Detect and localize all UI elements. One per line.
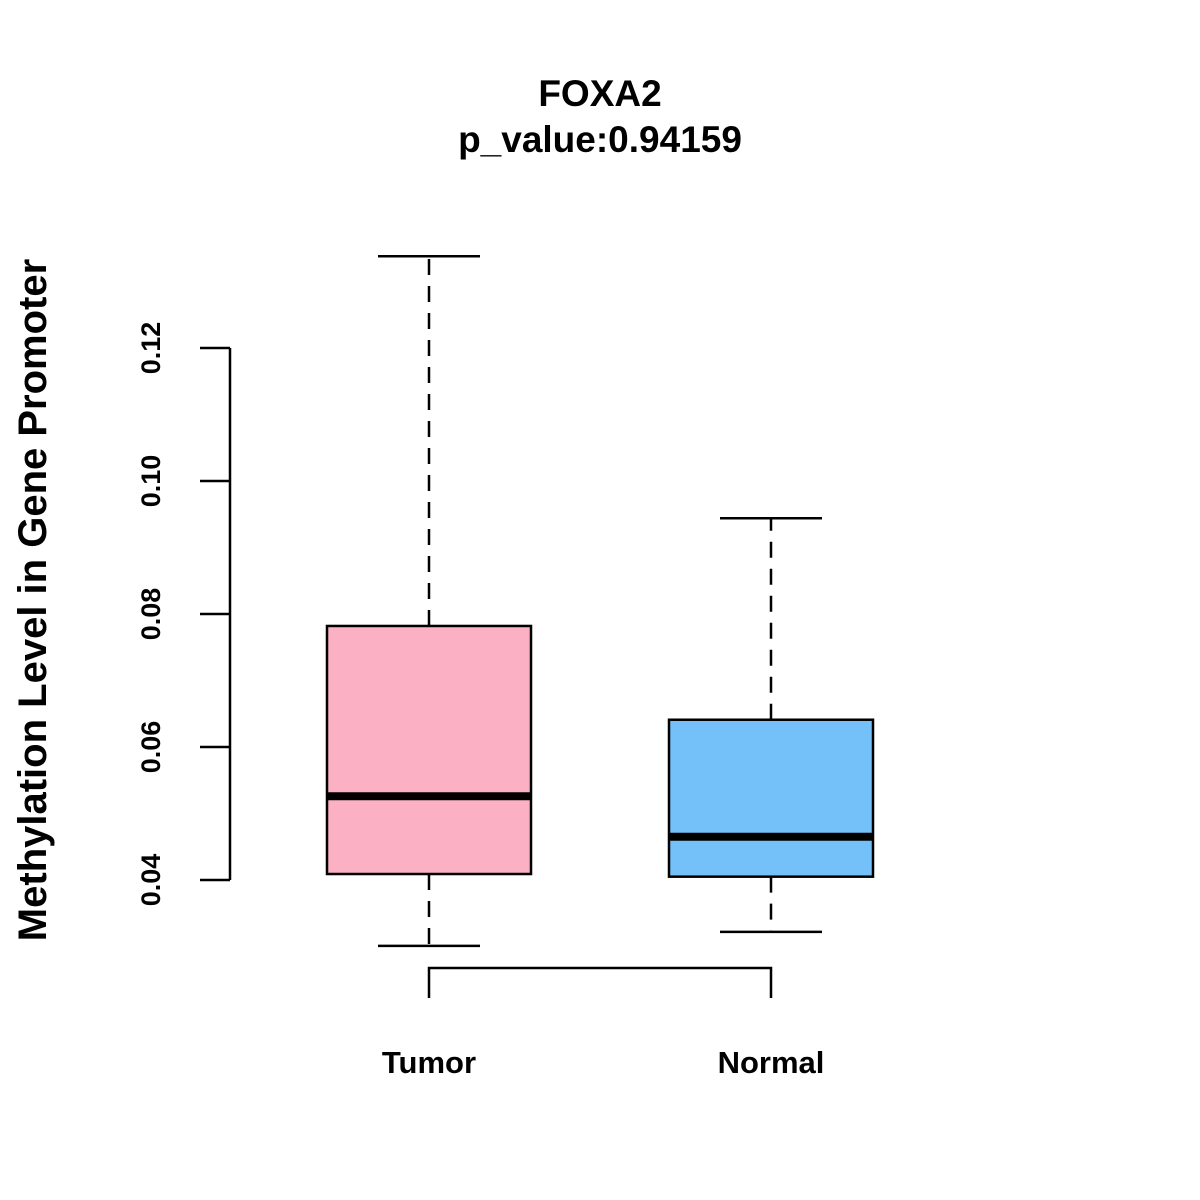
iqr-box: [667, 718, 875, 878]
y-tick-label: 0.06: [136, 721, 166, 774]
x-category-label: Tumor: [382, 1045, 476, 1080]
y-tick-label: 0.08: [136, 588, 166, 641]
y-tick-label: 0.04: [136, 854, 166, 907]
chart-subtitle: p_value:0.94159: [458, 119, 742, 160]
bracket-line: [427, 966, 773, 998]
x-category-label: Normal: [718, 1045, 825, 1080]
box-series: [325, 254, 875, 948]
box-normal: [667, 516, 875, 934]
x-axis-categories: Tumor Normal: [382, 1045, 824, 1080]
comparison-bracket: [427, 966, 773, 998]
iqr-box: [325, 624, 533, 876]
y-tick-label: 0.10: [136, 455, 166, 508]
y-tick-label: 0.12: [136, 322, 166, 375]
y-axis: 0.04 0.06 0.08 0.10 0.12: [136, 322, 232, 907]
box-tumor: [325, 254, 533, 948]
y-axis-label: Methylation Level in Gene Promoter: [11, 259, 55, 941]
chart-title: FOXA2: [538, 73, 661, 114]
